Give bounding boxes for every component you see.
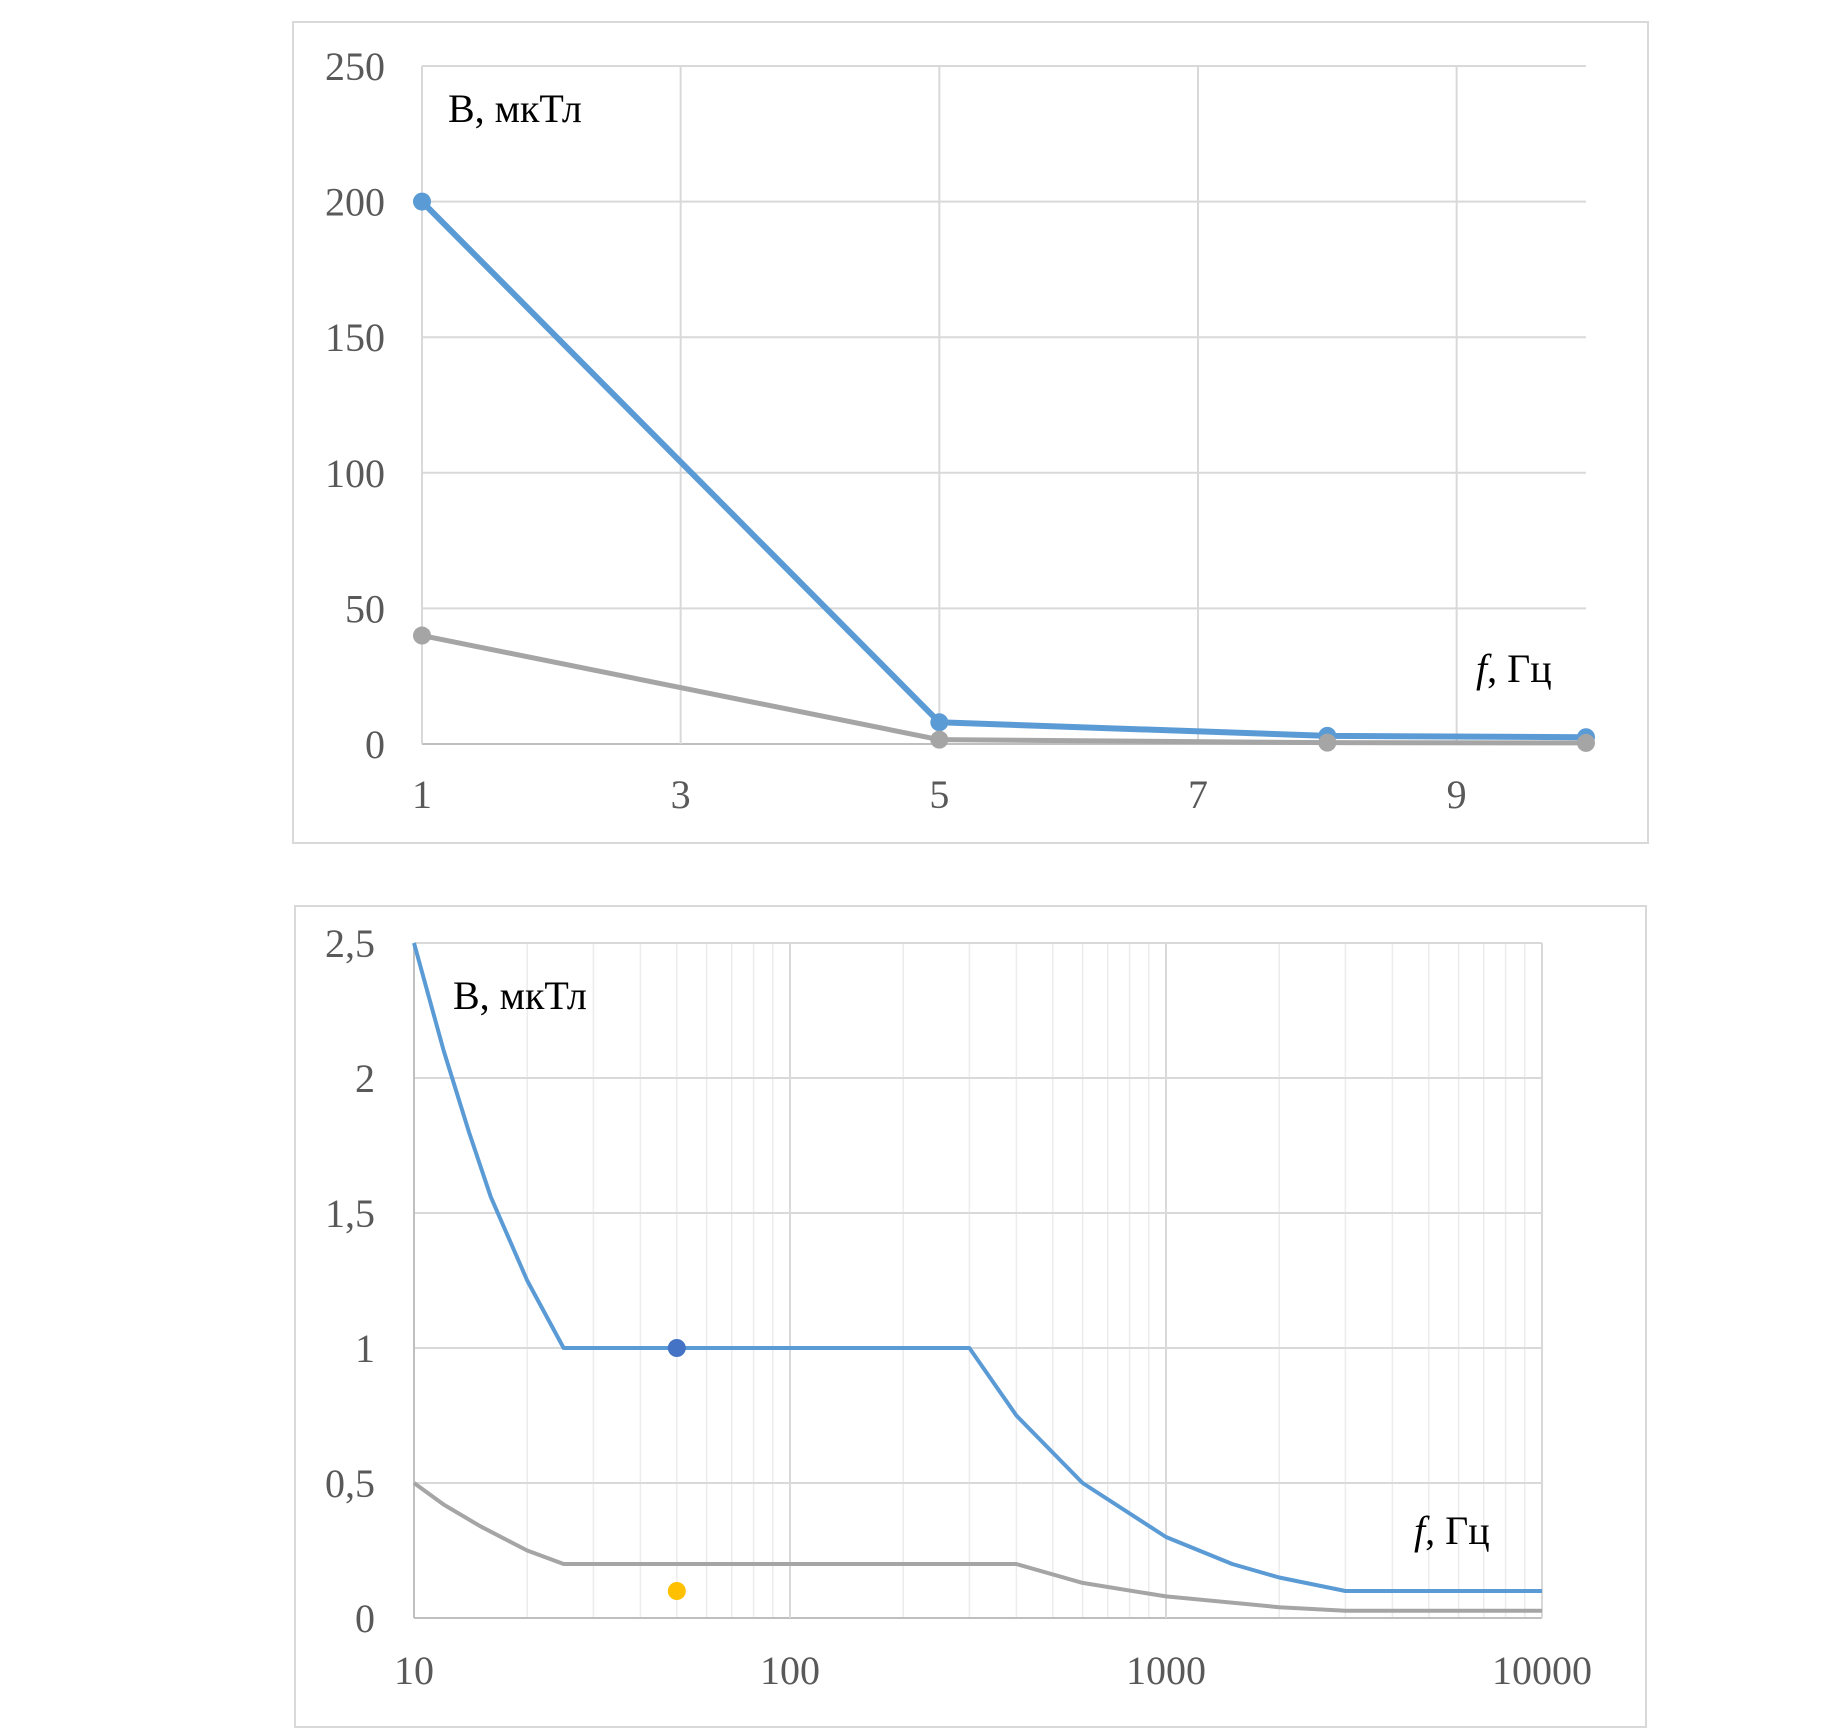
y-tick-label: 0 bbox=[365, 722, 385, 767]
chart-log-panel bbox=[294, 905, 1647, 1728]
x-tick-label: 7 bbox=[1188, 772, 1208, 817]
chart-linear-x-axis-label: f, Гц bbox=[1476, 646, 1552, 691]
x-tick-label: 1 bbox=[412, 772, 432, 817]
series-1-point bbox=[930, 713, 949, 732]
x-tick-label: 9 bbox=[1447, 772, 1467, 817]
series-2-point bbox=[930, 730, 949, 749]
chart-linear-ticks: 0 50 100 150 200 250 1 3 5 7 9 bbox=[325, 44, 1467, 817]
series-line-1 bbox=[419, 199, 1587, 741]
series-1-point bbox=[413, 192, 431, 211]
y-tick-label: 50 bbox=[345, 586, 385, 631]
y-tick-label: 150 bbox=[325, 315, 385, 360]
chart-linear-x-axis-label-unit: , Гц bbox=[1487, 646, 1552, 691]
series-2-point bbox=[1318, 733, 1337, 752]
y-tick-label: 250 bbox=[325, 44, 385, 89]
y-tick-label: 200 bbox=[325, 180, 385, 225]
chart-linear-grid bbox=[421, 65, 1586, 745]
x-tick-label: 5 bbox=[929, 772, 949, 817]
series-2-point bbox=[1577, 733, 1595, 752]
chart-linear-panel bbox=[292, 21, 1649, 844]
y-tick-label: 100 bbox=[325, 451, 385, 496]
x-tick-label: 3 bbox=[671, 772, 691, 817]
chart-linear: 0 50 100 150 200 250 1 3 5 7 9 B, мкТл f, Гц bbox=[325, 44, 1595, 817]
chart-linear-y-axis-label: B, мкТл bbox=[448, 86, 582, 131]
chart-linear-series bbox=[413, 192, 1595, 752]
series-2-point bbox=[413, 626, 431, 645]
series-line-2 bbox=[421, 633, 1587, 746]
